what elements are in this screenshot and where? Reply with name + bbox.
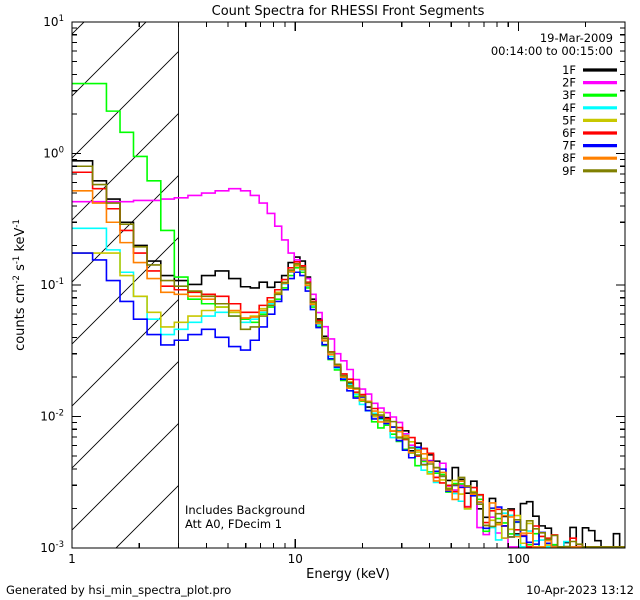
y-axis-label: counts cm-2 s-1 keV-1 (12, 219, 28, 351)
legend-label-5f: 5F (562, 113, 576, 127)
x-axis-label: Energy (keV) (306, 567, 390, 582)
axis-ticks (71, 21, 626, 549)
y-tick-0: 100 (43, 146, 64, 161)
y-tick--3: 10-3 (40, 540, 64, 555)
y-tick--1: 10-1 (40, 277, 64, 292)
observation-date: 19-Mar-2009 (540, 31, 613, 45)
attenuator-note: Att A0, FDecim 1 (185, 517, 282, 531)
x-tick-1: 1 (68, 552, 76, 566)
masked-energy-region (72, 22, 179, 548)
x-tick-100: 100 (507, 552, 530, 566)
legend-label-6f: 6F (562, 126, 576, 140)
generated-by-note: Generated by hsi_min_spectra_plot.pro (6, 583, 231, 597)
observation-time-range: 00:14:00 to 00:15:00 (491, 44, 613, 58)
spectra-curves (72, 82, 625, 548)
x-tick-labels: 1 10 100 (68, 552, 530, 566)
legend-label-4f: 4F (562, 101, 576, 115)
page-title: Count Spectra for RHESSI Front Segments (212, 4, 485, 19)
y-tick-1: 101 (43, 14, 64, 29)
legend-label-9f: 9F (562, 164, 576, 178)
spectrum-line-3f (72, 82, 625, 548)
legend-label-3f: 3F (562, 88, 576, 102)
legend-label-7f: 7F (562, 139, 576, 153)
x-tick-10: 10 (288, 552, 303, 566)
legend-label-1f: 1F (562, 63, 576, 77)
render-timestamp: 10-Apr-2023 13:12 (526, 583, 634, 597)
includes-background-note: Includes Background (185, 503, 305, 517)
legend-label-8f: 8F (562, 151, 576, 165)
spectrum-line-6f (72, 171, 625, 548)
y-tick--2: 10-2 (40, 409, 64, 424)
spectrum-line-9f (72, 165, 625, 548)
plot-frame (71, 21, 626, 549)
spectrum-line-1f (72, 160, 625, 548)
svg-text:counts cm-2 s-1 keV-1: counts cm-2 s-1 keV-1 (12, 219, 28, 351)
spectrum-line-7f (72, 252, 625, 548)
legend-label-2f: 2F (562, 76, 576, 90)
spectrum-line-5f (72, 252, 625, 548)
spectrum-line-2f (72, 187, 625, 548)
y-tick-labels: 10-3 10-2 10-1 100 101 (40, 14, 64, 555)
